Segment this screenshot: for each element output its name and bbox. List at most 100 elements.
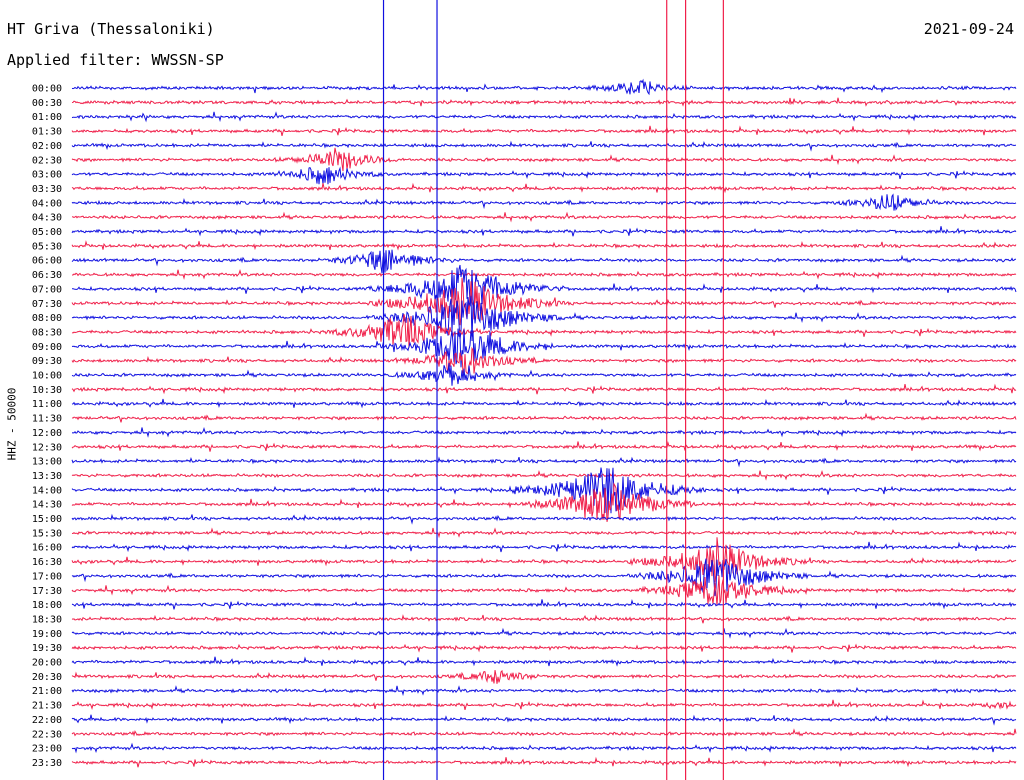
seismic-trace	[71, 756, 1017, 768]
row-time-label: 23:30	[32, 758, 62, 769]
seismic-trace	[71, 527, 1017, 539]
row-time-label: 09:30	[32, 356, 62, 367]
row-time-label: 02:00	[32, 141, 62, 152]
seismic-trace	[71, 456, 1017, 468]
row-time-label: 03:00	[32, 170, 62, 181]
row-time-label: 21:30	[32, 701, 62, 712]
row-time-label: 13:00	[32, 457, 62, 468]
seismic-trace	[71, 699, 1017, 711]
row-time-label: 20:00	[32, 658, 62, 669]
row-time-label: 10:30	[32, 385, 62, 396]
seismic-trace	[71, 97, 1017, 107]
seismic-trace	[71, 125, 1017, 137]
seismic-trace	[71, 541, 1017, 553]
row-time-label: 20:30	[32, 672, 62, 683]
row-time-label: 23:00	[32, 744, 62, 755]
row-time-label: 07:30	[32, 299, 62, 310]
seismic-trace	[71, 669, 1017, 684]
row-time-label: 18:30	[32, 614, 62, 625]
row-time-label: 17:00	[32, 571, 62, 582]
row-time-label: 22:30	[32, 729, 62, 740]
seismic-trace	[71, 147, 1017, 172]
seismic-trace	[71, 211, 1017, 223]
seismic-trace	[71, 537, 1017, 583]
row-time-label: 18:00	[32, 600, 62, 611]
seismic-trace	[71, 685, 1017, 697]
seismic-trace	[71, 166, 1017, 185]
row-time-label: 00:30	[32, 98, 62, 109]
row-time-label: 22:00	[32, 715, 62, 726]
filter-label: Applied filter: WWSSN-SP	[7, 51, 224, 69]
seismic-trace	[71, 277, 1017, 326]
row-time-label: 09:00	[32, 342, 62, 353]
seismic-trace	[71, 441, 1017, 452]
row-time-label: 04:30	[32, 213, 62, 224]
seismic-trace	[71, 656, 1017, 667]
seismic-trace	[71, 240, 1017, 251]
row-time-label: 04:00	[32, 198, 62, 209]
row-time-label: 11:00	[32, 399, 62, 410]
seismic-trace	[71, 714, 1017, 726]
seismic-trace	[71, 383, 1017, 395]
station-title: HT Griva (Thessaloniki)	[7, 20, 215, 38]
row-time-label: 11:30	[32, 414, 62, 425]
row-time-label: 15:30	[32, 528, 62, 539]
seismic-trace	[71, 182, 1016, 194]
row-time-label: 00:00	[32, 84, 62, 95]
row-time-label: 08:30	[32, 327, 62, 338]
row-time-label: 19:30	[32, 643, 62, 654]
row-time-label: 01:00	[32, 112, 62, 123]
row-time-label: 02:30	[32, 155, 62, 166]
row-time-label: 12:00	[32, 428, 62, 439]
row-time-label: 19:00	[32, 629, 62, 640]
seismic-trace	[71, 78, 1017, 96]
seismic-trace	[71, 627, 1017, 639]
row-time-label: 01:30	[32, 127, 62, 138]
seismic-trace	[71, 328, 1017, 368]
seismic-trace	[71, 398, 1017, 409]
seismic-trace	[71, 558, 1017, 597]
seismic-trace	[71, 249, 1016, 274]
row-time-label: 06:00	[32, 256, 62, 267]
seismic-trace	[71, 482, 1017, 522]
seismic-trace	[71, 346, 1017, 375]
row-time-label: 10:00	[32, 371, 62, 382]
row-time-label: 12:30	[32, 442, 62, 453]
seismic-trace	[71, 728, 1017, 737]
row-time-label: 14:00	[32, 485, 62, 496]
row-time-label: 14:30	[32, 500, 62, 511]
seismic-trace	[71, 742, 1017, 754]
seismic-trace	[71, 598, 1017, 610]
seismic-trace	[71, 575, 1017, 606]
row-time-label: 21:00	[32, 686, 62, 697]
seismic-trace	[71, 111, 1017, 123]
seismic-trace	[71, 426, 1017, 438]
row-time-label: 05:00	[32, 227, 62, 238]
seismic-trace	[71, 412, 1017, 423]
seismic-trace	[71, 469, 1017, 481]
seismic-trace	[71, 362, 1017, 386]
row-time-label: 07:00	[32, 284, 62, 295]
seismic-trace	[71, 140, 1016, 152]
row-time-label: 03:30	[32, 184, 62, 195]
seismic-trace	[71, 614, 1017, 624]
row-time-label: 15:00	[32, 514, 62, 525]
seismic-trace	[71, 193, 1017, 211]
row-time-label: 16:00	[32, 543, 62, 554]
row-time-label: 17:30	[32, 586, 62, 597]
date-label: 2021-09-24	[923, 20, 1014, 38]
seismic-trace	[71, 513, 1017, 525]
seismic-trace	[71, 643, 1017, 653]
seismic-trace	[72, 269, 1017, 280]
seismic-trace	[71, 226, 1017, 237]
seismic-trace	[71, 467, 1017, 517]
row-time-label: 08:00	[32, 313, 62, 324]
row-time-label: 16:30	[32, 557, 62, 568]
row-time-label: 06:30	[32, 270, 62, 281]
row-time-label: 05:30	[32, 241, 62, 252]
seismic-trace	[71, 314, 1017, 348]
row-time-label: 13:30	[32, 471, 62, 482]
seismic-trace	[72, 264, 1017, 311]
